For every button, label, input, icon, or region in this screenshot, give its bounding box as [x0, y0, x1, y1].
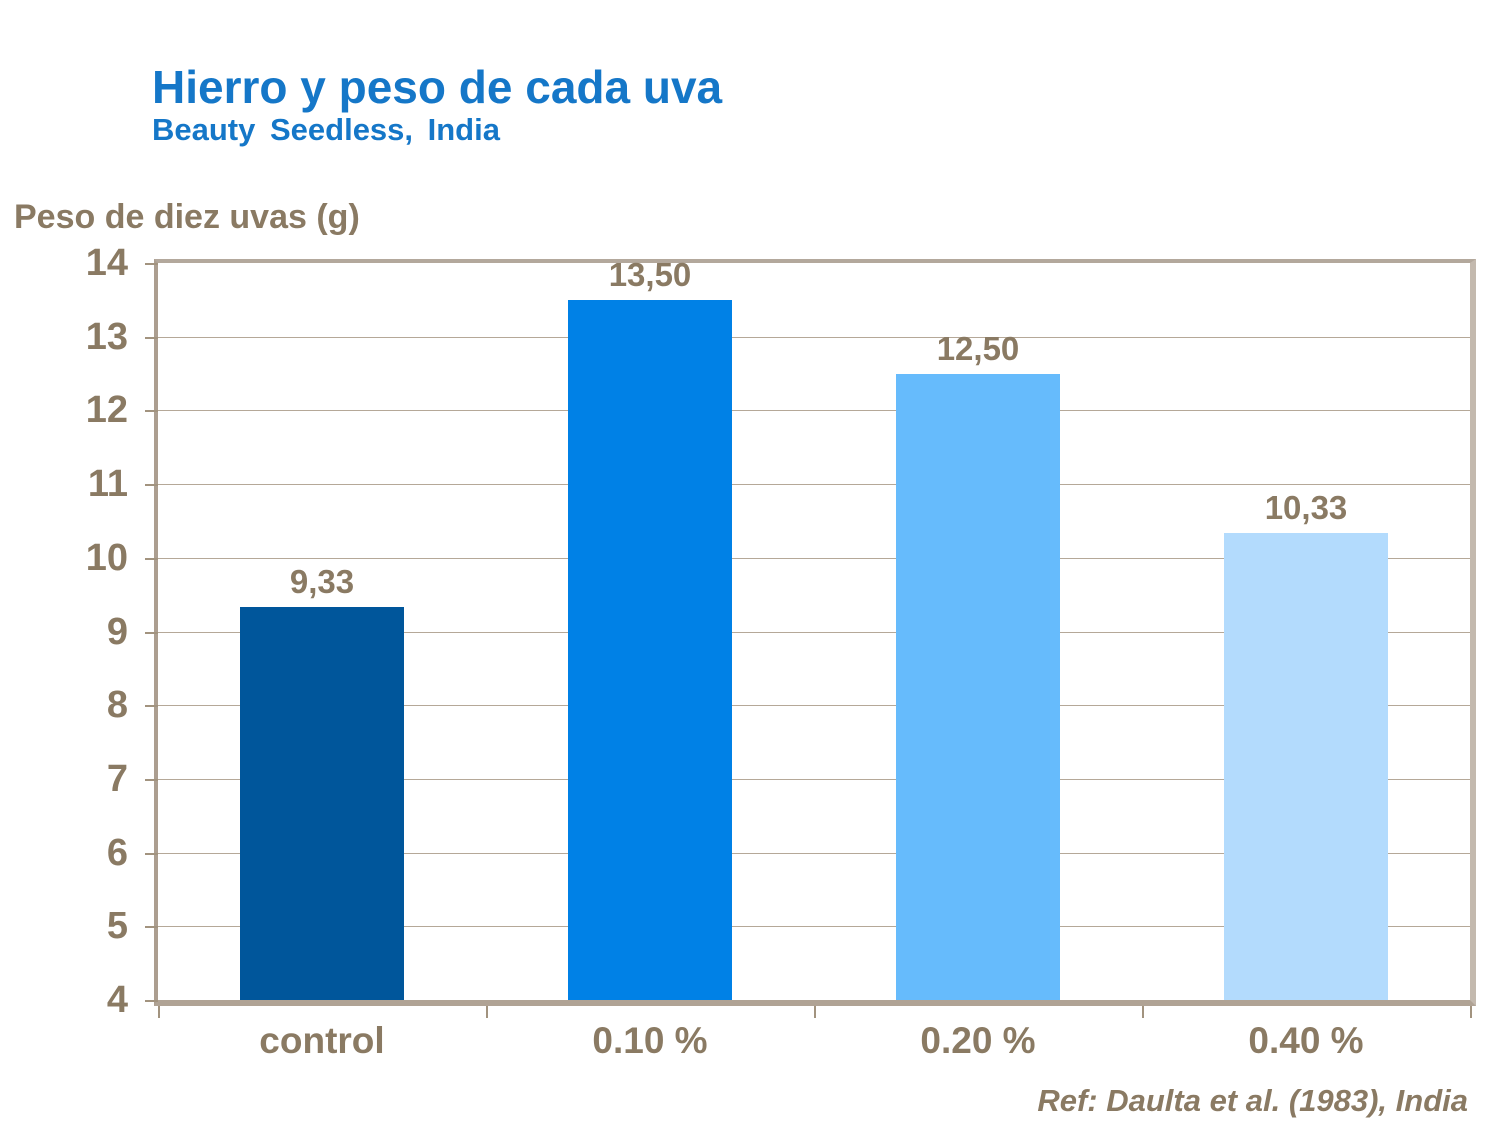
x-axis-category-label: 0.10 % — [592, 1020, 708, 1061]
bar-value-label: 9,33 — [289, 563, 355, 600]
bar-value-label: 10,33 — [1264, 489, 1348, 526]
x-axis-category-label: 0.20 % — [920, 1020, 1036, 1061]
y-axis-tick — [145, 926, 158, 928]
y-axis-tick-label: 5 — [106, 905, 128, 947]
y-axis-tick-label: 10 — [85, 537, 128, 579]
y-axis-tick — [145, 484, 158, 486]
gridline — [158, 558, 1470, 559]
y-axis-tick-label: 6 — [106, 832, 128, 874]
bar-0-10 — [568, 300, 732, 1000]
y-axis-tick — [145, 705, 158, 707]
x-axis-category-label: 0.40 % — [1248, 1020, 1364, 1061]
y-axis-tick-label: 9 — [106, 611, 128, 653]
y-axis-tick — [145, 1000, 158, 1002]
y-axis-tick-label: 4 — [106, 979, 128, 1021]
y-axis-tick-label: 8 — [106, 684, 128, 726]
gridline — [158, 337, 1470, 338]
x-axis-category-label: control — [259, 1020, 385, 1061]
gridline — [158, 779, 1470, 780]
page-title: Hierro y peso de cada uva — [152, 61, 723, 113]
gridline — [158, 705, 1470, 706]
y-axis-tick-label: 7 — [106, 758, 128, 800]
gridline — [158, 853, 1470, 854]
y-axis-tick-label: 13 — [85, 316, 128, 358]
x-axis-tick — [486, 1006, 488, 1018]
bar-control — [240, 607, 404, 1000]
y-axis-tick-label: 12 — [85, 389, 128, 431]
y-axis-title: Peso de diez uvas (g) — [14, 198, 360, 236]
y-axis-tick — [145, 779, 158, 781]
reference-footnote: Ref: Daulta et al. (1983), India — [1037, 1083, 1468, 1118]
y-axis-tick — [145, 410, 158, 412]
y-axis-tick — [145, 853, 158, 855]
gridline — [158, 632, 1470, 633]
y-axis-tick-label: 14 — [85, 242, 128, 284]
x-axis-tick — [1470, 1006, 1472, 1018]
y-axis-tick-label: 11 — [87, 463, 128, 505]
y-axis-tick — [145, 337, 158, 339]
gridline — [158, 484, 1470, 485]
gridline — [158, 410, 1470, 411]
y-axis-tick — [145, 632, 158, 634]
gridline — [158, 926, 1470, 927]
page-subtitle: Beauty Seedless, India — [152, 112, 500, 147]
x-axis-tick — [1142, 1006, 1144, 1018]
x-axis-tick — [158, 1006, 160, 1018]
x-axis-tick — [814, 1006, 816, 1018]
y-axis-tick — [145, 558, 158, 560]
bar-value-label: 12,50 — [936, 330, 1020, 367]
bar-0-20 — [896, 374, 1060, 1000]
y-axis-tick — [145, 263, 158, 265]
bar-0-40 — [1224, 533, 1388, 1000]
bar-value-label: 13,50 — [608, 256, 692, 293]
